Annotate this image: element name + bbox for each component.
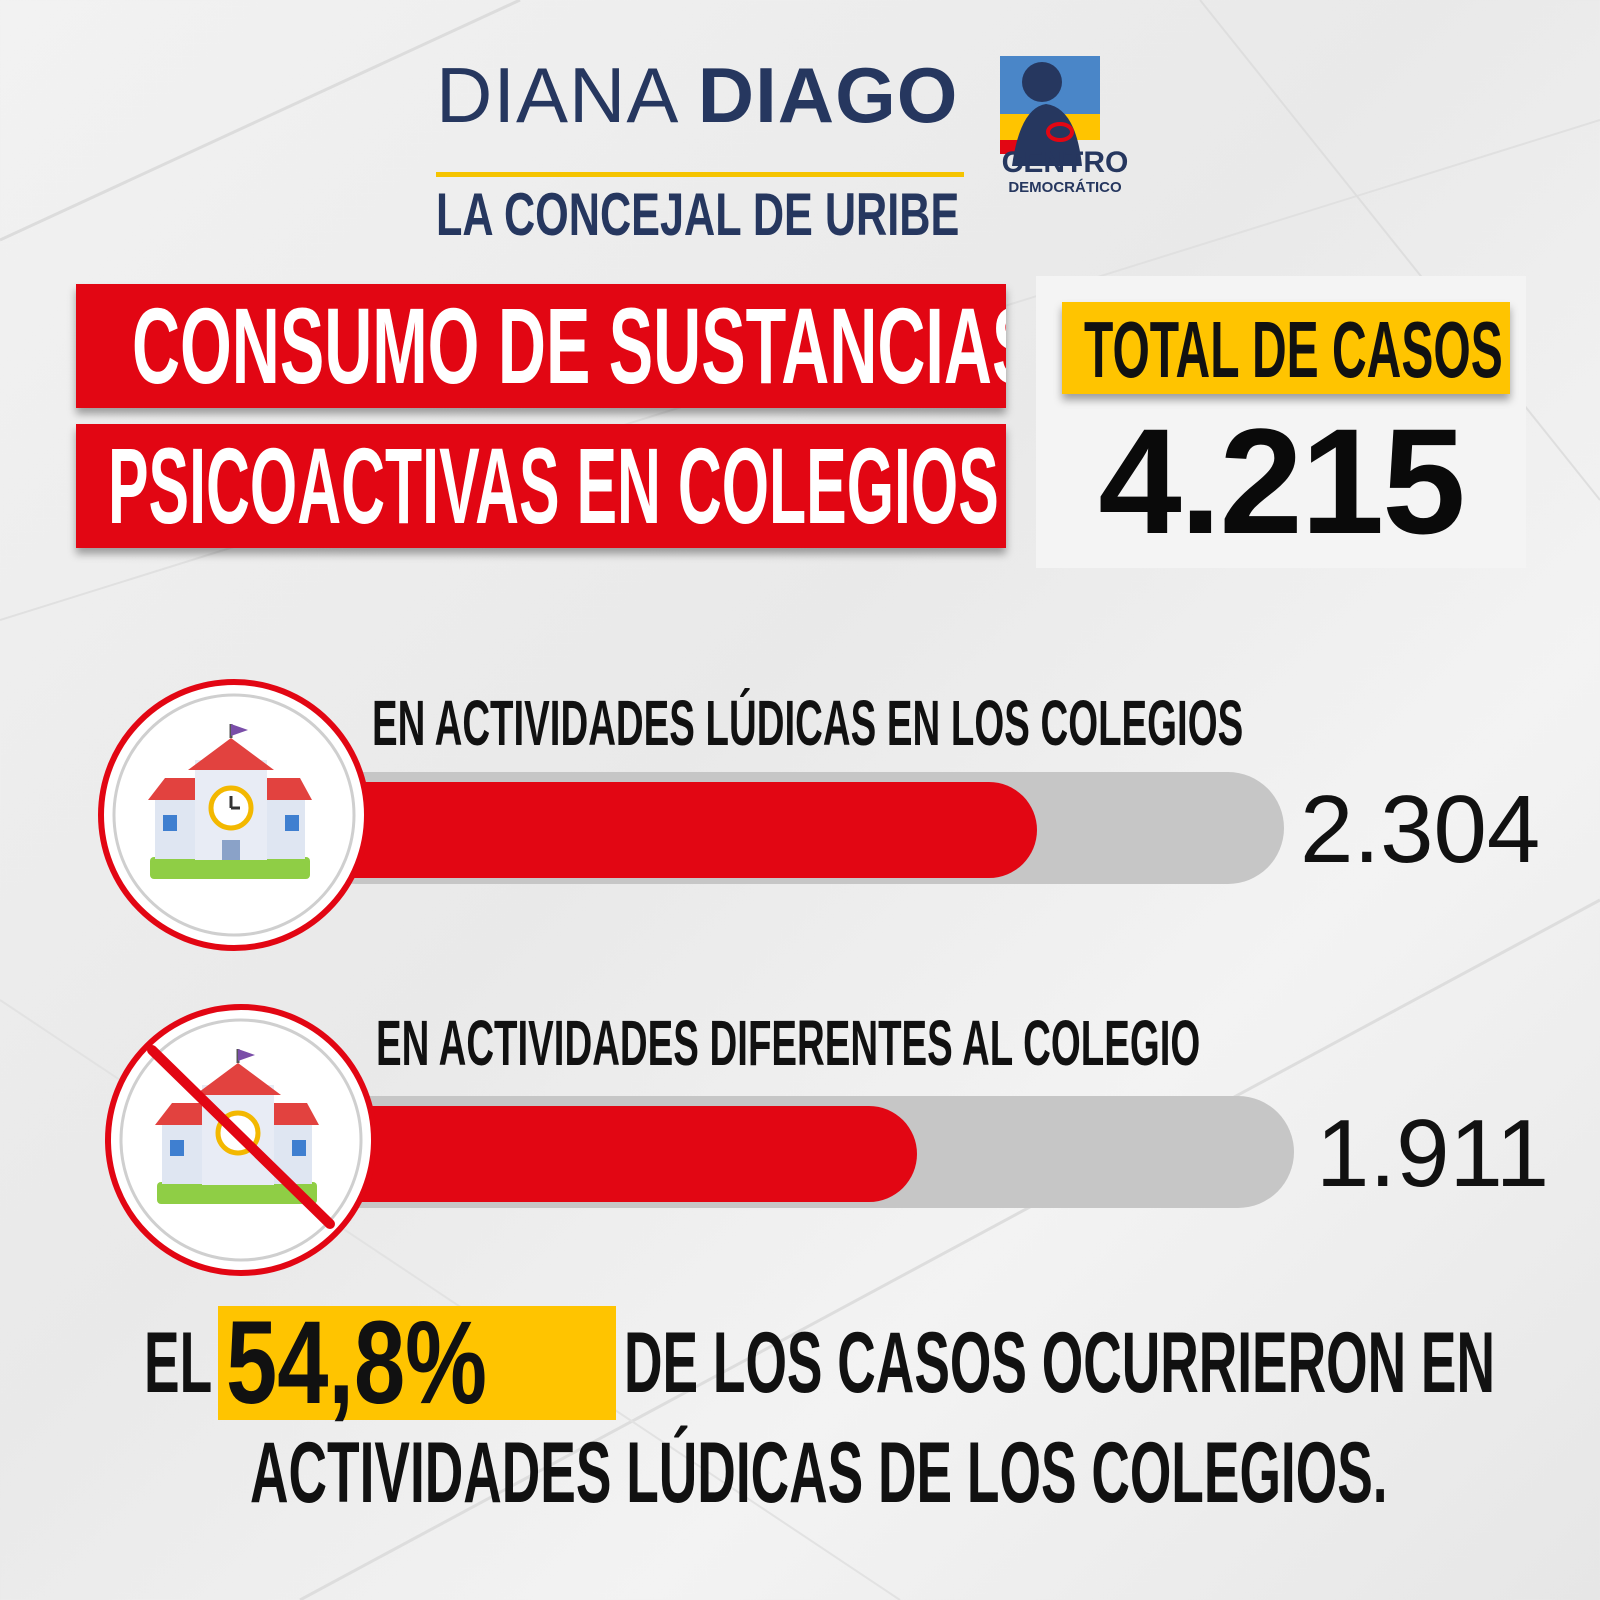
bar-label: EN ACTIVIDADES LÚDICAS EN LOS COLEGIOS xyxy=(372,687,1244,759)
party-name-line2: DEMOCRÁTICO xyxy=(1008,179,1122,196)
title-line2-box: PSICOACTIVAS EN COLEGIOS xyxy=(76,424,1006,548)
header: DIANA DIAGO LA CONCEJAL DE URIBE xyxy=(436,50,1156,248)
no-school-icon xyxy=(105,1004,377,1276)
footer-percent: 54,8% xyxy=(226,1297,487,1429)
footer-rest-wrap: DE LOS CASOS OCURRIERON EN xyxy=(624,1318,1600,1408)
footer-rest-line1: DE LOS CASOS OCURRIERON EN xyxy=(624,1315,1495,1411)
name-last: DIAGO xyxy=(697,51,959,139)
total-label-box: TOTAL DE CASOS xyxy=(1062,302,1510,394)
footer-line2: ACTIVIDADES LÚDICAS DE LOS COLEGIOS. xyxy=(250,1425,1388,1521)
bar-value-label: 2.304 xyxy=(1300,776,1541,883)
name-underline xyxy=(436,172,964,177)
footer-line1: EL xyxy=(144,1318,254,1428)
total-value: 4.215 xyxy=(1098,397,1465,565)
bar-fill xyxy=(300,782,1037,878)
bar-label: EN ACTIVIDADES DIFERENTES AL COLEGIO xyxy=(376,1007,1201,1079)
title-line1: CONSUMO DE SUSTANCIAS xyxy=(132,285,1006,406)
percent-highlight xyxy=(218,1306,616,1420)
tagline: LA CONCEJAL DE URIBE xyxy=(436,181,960,248)
title-line2: PSICOACTIVAS EN COLEGIOS xyxy=(108,425,999,546)
total-label: TOTAL DE CASOS xyxy=(1084,305,1503,394)
footer-prefix: EL xyxy=(144,1315,213,1411)
party-logo-icon xyxy=(1000,56,1100,166)
title-line1-box: CONSUMO DE SUSTANCIAS xyxy=(76,284,1006,408)
bar-value-label: 1.911 xyxy=(1316,1100,1550,1207)
footer-line2-wrap: ACTIVIDADES LÚDICAS DE LOS COLEGIOS. xyxy=(250,1428,1600,1518)
school-icon xyxy=(98,679,370,951)
bar-fill xyxy=(300,1106,917,1202)
party-name-line1: CENTRO xyxy=(1001,146,1129,179)
candidate-name: DIANA DIAGO xyxy=(436,50,958,140)
name-first: DIANA xyxy=(436,51,676,139)
total-panel: TOTAL DE CASOS 4.215 xyxy=(1036,276,1526,568)
